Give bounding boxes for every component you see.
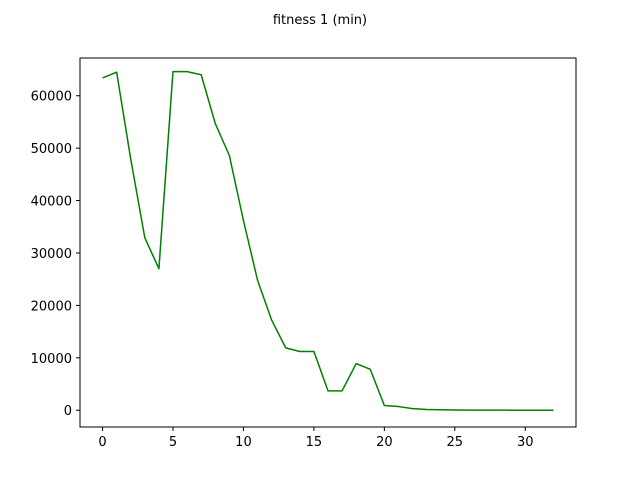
y-tick-label: 10000 [31,352,72,367]
y-tick-label: 40000 [31,195,72,210]
x-tick-label: 5 [169,435,177,450]
chart-title: fitness 1 (min) [273,13,367,28]
y-tick-label: 60000 [31,90,72,105]
x-tick-label: 30 [517,435,534,450]
y-tick-label: 0 [64,404,72,419]
x-tick-label: 0 [98,435,106,450]
y-tick-label: 20000 [31,299,72,314]
plot-area: 0 5 10 15 20 25 30 0 10000 20000 30000 40000 50000 60… [31,70,554,450]
y-tick-label: 30000 [31,247,72,262]
y-tick-label: 50000 [31,142,72,157]
x-tick-label: 25 [447,435,464,450]
x-tick-label: 10 [235,435,252,450]
x-tick-label: 20 [376,435,393,450]
x-tick-label: 15 [306,435,323,450]
axes-frame [79,57,577,428]
